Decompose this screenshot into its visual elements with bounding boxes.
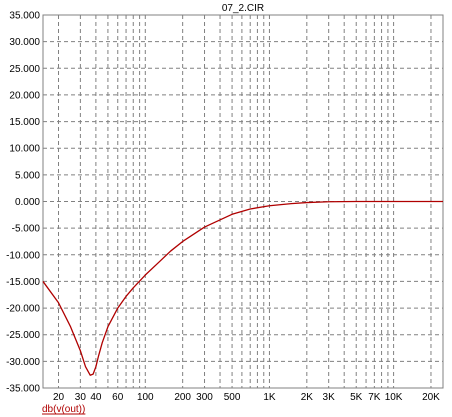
y-tick-label: -30.000 [6, 357, 40, 368]
x-tick-label: 7K [368, 392, 381, 403]
series-layer [42, 200, 443, 376]
x-tick-label: 5K [350, 392, 363, 403]
y-tick-label: 10.000 [9, 144, 40, 155]
y-tick-labels: 35.000 30.000 25.000 20.000 15.000 10.000 5.00… [6, 11, 40, 395]
x-tick-label: 10K [385, 392, 403, 403]
x-tick-label: 20 [53, 392, 65, 403]
x-tick-label: 1K [263, 392, 276, 403]
x-tick-label: 20K [422, 392, 440, 403]
y-tick-label: 25.000 [9, 64, 40, 75]
y-tick-label: -25.000 [6, 330, 40, 341]
legend-series-label: db(v(out)) [42, 404, 85, 415]
x-tick-label: 500 [224, 392, 241, 403]
y-tick-label: 5.000 [15, 170, 40, 181]
y-tick-label: -20.000 [6, 304, 40, 315]
y-tick-label: 15.000 [9, 117, 40, 128]
y-tick-label: 20.000 [9, 90, 40, 101]
y-tick-label: -10.000 [6, 250, 40, 261]
y-tick-label: 0.000 [15, 197, 40, 208]
x-tick-label: 200 [174, 392, 191, 403]
y-tick-label: 30.000 [9, 37, 40, 48]
y-tick-label: -35.000 [6, 384, 40, 395]
x-tick-label: 30 [75, 392, 87, 403]
x-tick-label: 100 [137, 392, 154, 403]
y-tick-label: -15.000 [6, 277, 40, 288]
x-tick-label: 300 [196, 392, 213, 403]
series-line [42, 200, 443, 376]
y-tick-label: -5.000 [12, 224, 41, 235]
x-tick-label: 40 [90, 392, 102, 403]
x-tick-label: 3K [323, 392, 336, 403]
x-tick-label: 60 [112, 392, 124, 403]
x-tick-label: 2K [301, 392, 314, 403]
x-tick-labels: 20 30 40 60 100 200 300 500 1K 2K 3K 5K 7K 10K 20K [53, 392, 440, 403]
y-tick-label: 35.000 [9, 11, 40, 22]
chart-title: 07_2.CIR [222, 3, 264, 14]
